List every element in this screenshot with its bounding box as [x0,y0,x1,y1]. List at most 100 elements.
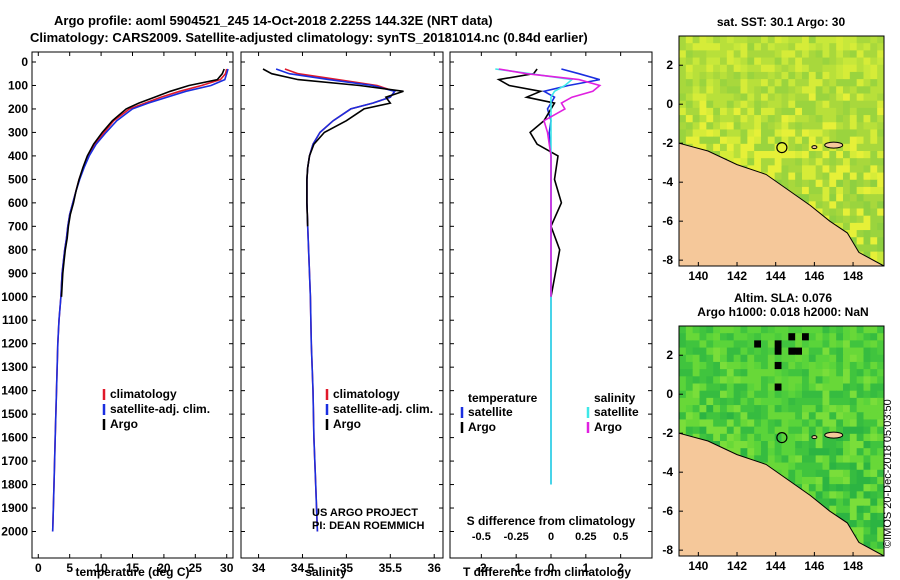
map-cell [849,165,858,174]
map-cell [774,376,782,384]
map-cell [870,115,878,123]
map-cell [802,129,810,138]
map-cell [795,50,803,59]
map-cell [726,43,735,51]
map-cell [720,405,728,413]
depth-tick-label: 1700 [1,454,28,468]
map-cell [863,136,871,145]
map-cell [870,251,878,260]
map-cell [808,441,817,449]
map-cell [802,158,810,166]
map-cell [761,433,769,442]
map-cell [685,369,694,377]
map-cell [829,426,837,435]
map-cell [733,151,741,159]
map-cell [685,107,694,116]
salinity-legend-label: climatology [333,387,400,401]
map-cell [808,383,817,392]
map-lat-tick-label: 0 [666,97,673,111]
map-cell [747,115,755,123]
map-cell [761,326,769,334]
map-cell [781,136,789,145]
map-cell [720,50,728,59]
map-cell [849,201,858,209]
map-cell [843,172,851,181]
map-cell [713,107,721,116]
map-cell [767,151,776,159]
map-cell [740,36,748,44]
map-cell [849,86,858,94]
map-cell [740,419,748,428]
map-cell [706,397,714,406]
map-cell [747,71,755,80]
map-cell [836,397,844,406]
map-cell [781,71,789,80]
map-cell [720,122,728,130]
map-cell [699,426,707,435]
map-cell [795,86,803,94]
map-cell [863,361,871,370]
map-cell [692,115,700,123]
map-cell [849,129,858,138]
map-cell [692,71,700,80]
map-cell [863,455,871,464]
map-cell [843,186,851,195]
map-cell [822,376,830,384]
map-island [824,431,844,439]
map-cell [788,390,796,399]
map-cell [685,390,694,399]
map-cell [877,369,885,377]
map-cell [713,383,721,392]
map-cell [863,251,871,260]
map-cell [767,71,776,80]
map-lon-tick-label: 148 [843,559,863,573]
map-cell [802,107,810,116]
sdiff-axis-label: S difference from climatology [467,514,636,528]
map-cell [795,122,803,130]
map-cell [774,71,782,80]
map-cell [849,354,858,363]
map-cell [726,129,735,138]
map-cell [870,520,878,528]
map-cell [877,419,885,428]
map-cell [870,469,878,478]
map-cell [870,441,878,449]
map-cell [822,462,830,471]
map-cell [870,476,878,485]
map-cell [774,93,782,102]
map-cell [870,534,878,543]
map-cell [843,107,851,116]
map-cell [877,534,885,543]
map-cell [849,64,858,73]
difference-line-2 [495,68,574,485]
map-cell [863,172,871,181]
map-cell [808,64,817,73]
map-cell [788,172,796,181]
map-cell [829,412,837,420]
map-cell [774,383,782,392]
map-cell [815,405,823,413]
map-cell [733,115,741,123]
map-cell [795,469,803,478]
map-cell [836,100,844,109]
map-cell [767,326,776,334]
map-cell [767,136,776,145]
map-cell [795,129,803,138]
salinity-x-tick-label: 35.5 [379,561,403,575]
map-cell [836,50,844,59]
map-cell [788,36,796,44]
map-cell [740,79,748,87]
map-cell [843,151,851,159]
map-cell [863,527,871,535]
map-cell [822,433,830,442]
map-cell [692,43,700,51]
map-cell [843,361,851,370]
map-cell [767,340,776,349]
map-cell [720,354,728,363]
map-cell [788,426,796,435]
map-cell [685,347,694,356]
map-cell [815,441,823,449]
map-cell [836,208,844,217]
map-cell [781,455,789,464]
map-cell [822,151,830,159]
